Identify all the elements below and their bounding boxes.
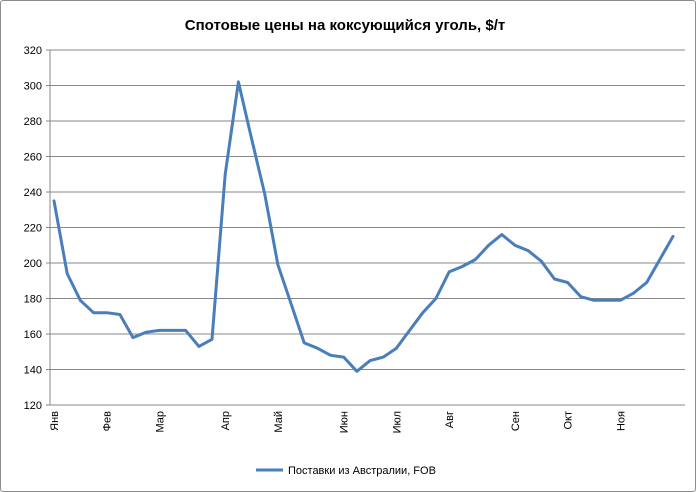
y-tick-label: 160 (24, 329, 42, 341)
y-tick-label: 260 (24, 152, 42, 164)
x-tick-label: Фев (102, 411, 114, 431)
y-tick-label: 200 (24, 258, 42, 270)
legend: Поставки из Австралии, FOB (256, 465, 436, 477)
x-tick-label: Окт (563, 411, 575, 430)
x-tick-label: Авг (444, 411, 456, 428)
y-tick-label: 120 (24, 400, 42, 412)
x-tick-label: Мар (154, 411, 166, 433)
y-tick-label: 300 (24, 81, 42, 93)
x-tick-label: Ноя (615, 411, 627, 431)
series-line (52, 80, 675, 373)
y-tick-label: 320 (24, 45, 42, 57)
chart-title: Спотовые цены на коксующийся уголь, $/т (185, 17, 505, 34)
y-axis-ticks: 120 140 160 180 200 220 240 260 280 300 320 (24, 45, 50, 412)
x-tick-label: Июн (339, 411, 351, 433)
x-tick-label: Сен (510, 411, 522, 431)
y-tick-label: 180 (24, 294, 42, 306)
y-tick-label: 280 (24, 116, 42, 128)
y-tick-label: 240 (24, 187, 42, 199)
series-group (52, 80, 675, 373)
x-axis-ticks: Янв Фев Мар Апр Май Июн Июл Авг Сен Окт Ноя (49, 411, 627, 433)
x-tick-label: Апр (220, 411, 232, 430)
y-tick-label: 140 (24, 365, 42, 377)
legend-label: Поставки из Австралии, FOB (288, 465, 436, 477)
x-tick-label: Янв (49, 411, 61, 431)
gridlines (50, 49, 685, 370)
x-tick-label: Май (273, 411, 285, 433)
y-tick-label: 220 (24, 223, 42, 235)
x-tick-label: Июл (391, 411, 403, 433)
